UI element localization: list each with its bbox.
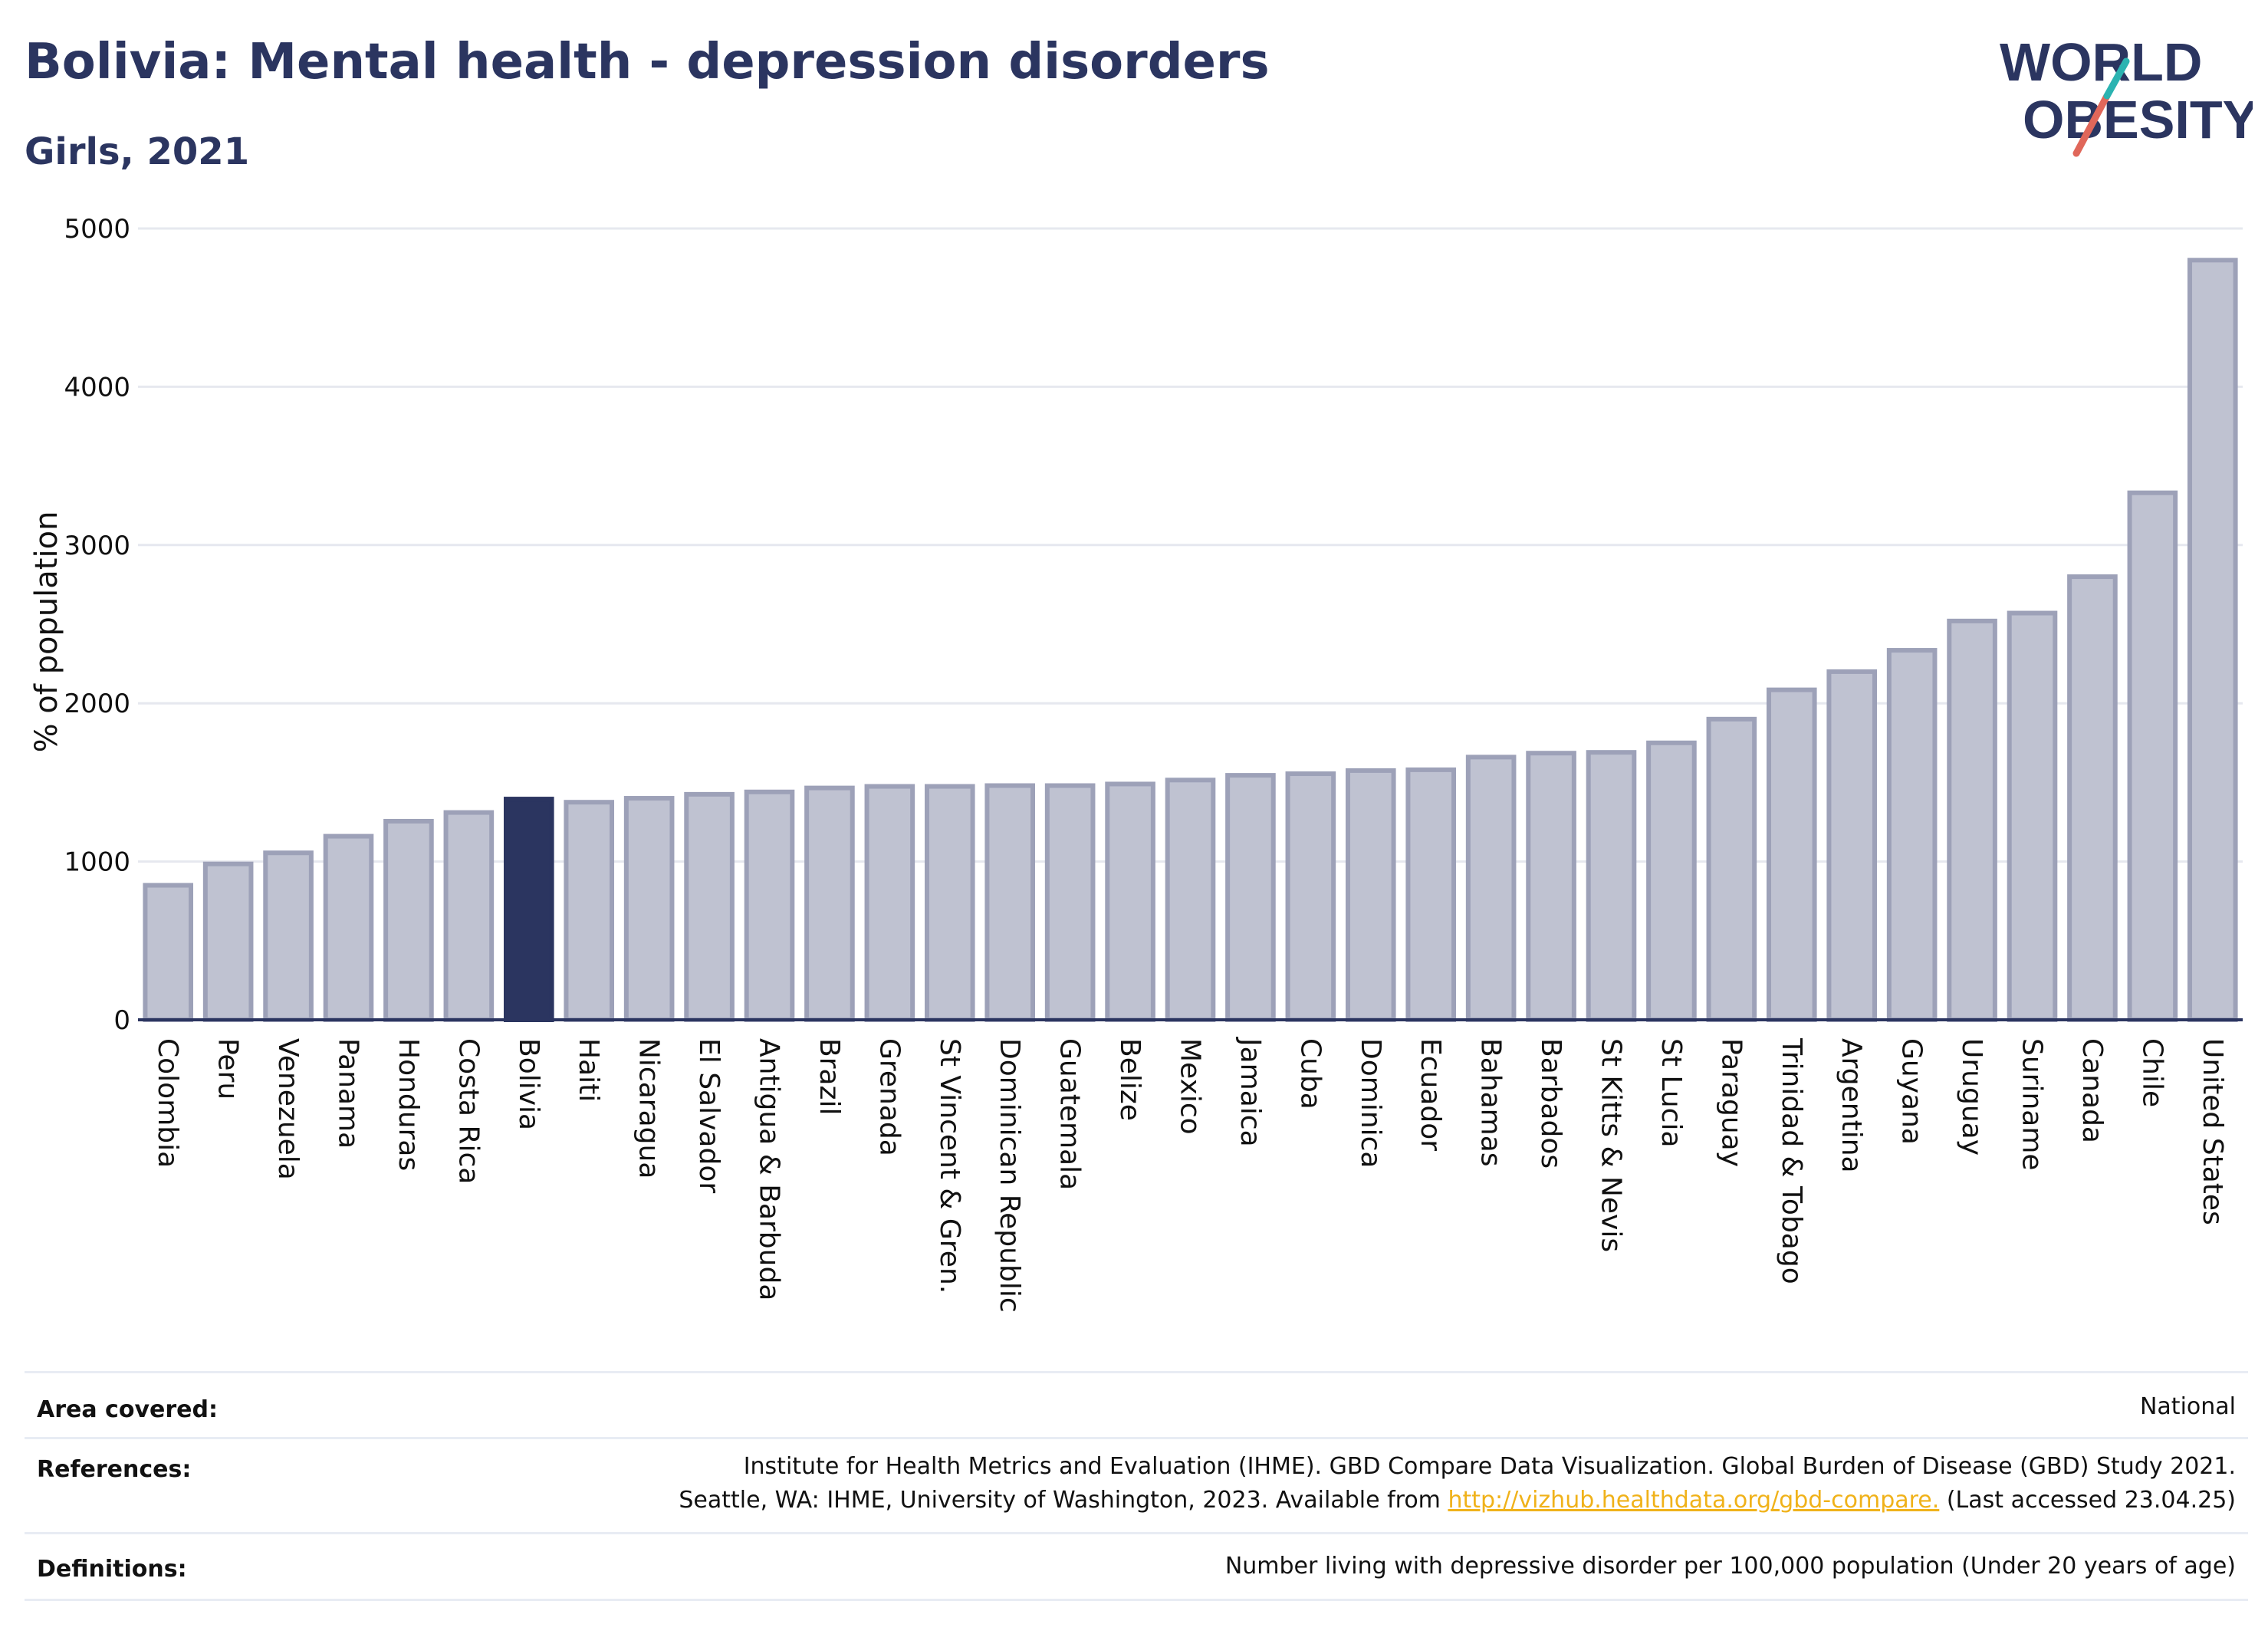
x-tick-label: Antigua & Barbuda [754, 1038, 785, 1300]
x-tick-label: Costa Rica [452, 1038, 484, 1184]
world-obesity-logo: WORLD OBESITY [2000, 32, 2253, 157]
y-tick-label: 4000 [64, 372, 130, 403]
x-tick-label: Trinidad & Tobago [1776, 1037, 1807, 1284]
bar [1044, 783, 1096, 1022]
page-title: Bolivia: Mental health - depression diso… [25, 34, 1270, 90]
x-tick-label: Argentina [1836, 1038, 1867, 1173]
x-tick-label: Chile [2136, 1038, 2168, 1107]
bar [864, 784, 915, 1023]
bar [1826, 669, 1878, 1022]
x-tick-label: Belize [1114, 1038, 1146, 1121]
bar [1345, 768, 1396, 1022]
x-tick-label: Bahamas [1475, 1038, 1507, 1167]
x-tick-label: Guatemala [1054, 1038, 1086, 1190]
page-subtitle: Girls, 2021 [25, 130, 250, 173]
x-tick-label: Suriname [2017, 1038, 2048, 1171]
x-tick-label: United States [2197, 1038, 2228, 1225]
bar [1886, 648, 1938, 1023]
bar [804, 785, 855, 1023]
bar-chart: 0 1000 2000 3000 4000 5000 % of population Colo… [29, 214, 2243, 1313]
references-label: References: [37, 1456, 192, 1483]
references-value: Institute for Health Metrics and Evaluat… [679, 1450, 2236, 1517]
x-tick-label: Nicaragua [633, 1038, 665, 1179]
y-tick-label: 0 [113, 1005, 130, 1036]
logo-slash-teal [2103, 58, 2130, 100]
bar [443, 810, 495, 1022]
bar [924, 784, 975, 1023]
x-tick-label: Barbados [1535, 1038, 1566, 1169]
x-tick-label: St Vincent & Gren. [934, 1038, 965, 1294]
references-line2-pre: Seattle, WA: IHME, University of Washing… [679, 1487, 1448, 1514]
x-tick-label: Honduras [393, 1038, 424, 1171]
logo-line1: WORLD [2000, 32, 2202, 92]
bar [1586, 750, 1637, 1023]
bar [2127, 490, 2178, 1022]
x-tick-label: Uruguay [1956, 1038, 1987, 1156]
bar [2067, 574, 2118, 1022]
bar [2187, 258, 2238, 1022]
references-line2-post: (Last accessed 23.04.25) [1939, 1487, 2236, 1514]
bar [1526, 751, 1576, 1022]
references-link[interactable]: http://vizhub.healthdata.org/gbd-compare… [1448, 1487, 1940, 1514]
x-tick-label: Venezuela [272, 1038, 304, 1180]
x-tick-label: El Salvador [693, 1038, 725, 1193]
definitions-label: Definitions: [37, 1556, 187, 1583]
y-tick-label: 3000 [64, 531, 130, 561]
bar [984, 783, 1036, 1022]
x-tick-label: Dominican Republic [994, 1038, 1025, 1313]
x-tick-label: Guyana [1896, 1038, 1928, 1145]
bar [263, 850, 314, 1023]
x-tick-label: Mexico [1175, 1038, 1206, 1135]
bar [623, 796, 675, 1023]
x-tick-label: Panama [333, 1038, 364, 1149]
bar [744, 789, 795, 1023]
bar [1646, 740, 1697, 1022]
x-tick-label: Colombia [152, 1038, 183, 1168]
bar [564, 800, 615, 1022]
x-tick-label: St Lucia [1655, 1038, 1687, 1148]
bar [1706, 716, 1757, 1023]
bar [323, 833, 374, 1023]
bar [1105, 781, 1155, 1022]
x-tick-label: St Kitts & Nevis [1596, 1038, 1627, 1252]
x-tick-label: Ecuador [1415, 1038, 1446, 1151]
y-tick-label: 5000 [64, 214, 130, 245]
x-tick-label: Paraguay [1715, 1038, 1747, 1167]
bar [1405, 767, 1457, 1022]
bar [143, 883, 194, 1023]
x-tick-label: Brazil [814, 1038, 845, 1115]
bar [684, 791, 735, 1022]
bar [2007, 610, 2058, 1022]
bar [1285, 771, 1336, 1022]
logo-slash-red [2072, 92, 2111, 157]
bar [1465, 755, 1517, 1022]
bar [1165, 778, 1216, 1023]
x-tick-label: Cuba [1294, 1038, 1326, 1110]
footer-row-definitions: Definitions: Number living with depressi… [25, 1532, 2248, 1601]
y-tick-label: 1000 [64, 847, 130, 878]
x-tick-label: Peru [212, 1038, 244, 1100]
bar [1225, 773, 1276, 1022]
definitions-value: Number living with depressive disorder p… [1224, 1553, 2236, 1580]
x-tick-label: Bolivia [513, 1038, 544, 1130]
bar [202, 861, 254, 1023]
references-line1: Institute for Health Metrics and Evaluat… [743, 1453, 2236, 1480]
footer-row-area: Area covered: National [25, 1371, 2248, 1439]
area-label: Area covered: [37, 1396, 218, 1423]
x-tick-label: Canada [2076, 1038, 2108, 1143]
x-tick-label: Dominica [1355, 1038, 1386, 1169]
x-tick-label: Haiti [573, 1038, 604, 1102]
bar [503, 797, 554, 1023]
x-tick-label: Jamaica [1234, 1037, 1266, 1147]
y-tick-label: 2000 [64, 689, 130, 719]
references-line2: Seattle, WA: IHME, University of Washing… [679, 1484, 2236, 1517]
area-value: National [2139, 1393, 2236, 1420]
y-axis-label: % of population [29, 511, 64, 753]
bar [1947, 618, 1997, 1022]
x-tick-label: Grenada [873, 1038, 905, 1156]
logo-line2: OBESITY [2023, 90, 2253, 150]
footer-row-references: References: Institute for Health Metrics… [25, 1437, 2248, 1534]
bar [383, 818, 434, 1023]
bar [1766, 687, 1817, 1022]
